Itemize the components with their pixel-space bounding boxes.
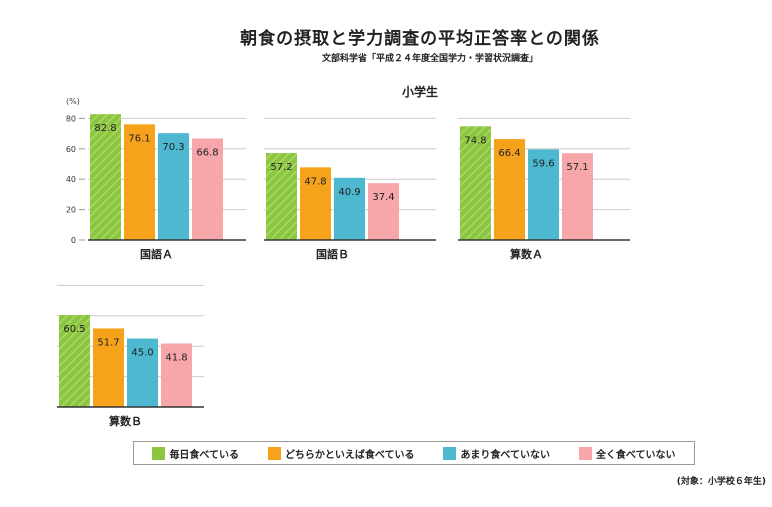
legend-item-daily: 毎日食べている: [152, 446, 239, 461]
y-tick-label: 20: [66, 206, 76, 215]
footer-note: (対象：小学校６年生): [676, 477, 766, 487]
bar: [494, 139, 525, 240]
bar-value-label: 76.1: [128, 133, 150, 144]
legend-swatch-mostly: [267, 446, 281, 460]
bar: [90, 114, 121, 240]
category-label: 国語Ｂ: [316, 247, 349, 261]
chart-title: 朝食の摂取と学力調査の平均正答率との関係: [240, 29, 600, 49]
bar-value-label: 74.8: [464, 135, 486, 146]
legend-item-rarely: あまり食べていない: [443, 446, 550, 461]
bar: [368, 183, 399, 240]
category-label: 算数Ｂ: [108, 414, 142, 428]
bar-value-label: 66.8: [196, 147, 218, 158]
legend: 毎日食べている どちらかといえば食べている あまり食べていない 全く食べていない: [133, 441, 695, 465]
category-label: 算数Ａ: [509, 247, 543, 261]
legend-label-never: 全く食べていない: [595, 449, 676, 461]
legend-swatch-rarely: [443, 446, 457, 460]
bar-value-label: 59.6: [532, 158, 554, 169]
chart-subtitle: 文部科学省「平成２４年度全国学力・学習状況調査」: [321, 54, 538, 64]
bar: [266, 153, 297, 240]
bar: [59, 315, 90, 407]
bar: [334, 177, 365, 240]
bar-chart: (%) 0 20 40 60 80 82.8 76.1 70.3 66.8 国語Ａ 57.2 47.8 4…: [57, 97, 630, 428]
bar: [528, 149, 559, 240]
bar-value-label: 47.8: [304, 176, 326, 187]
legend-label-rarely: あまり食べていない: [460, 449, 551, 461]
bar-value-label: 51.7: [97, 337, 119, 348]
bar-value-label: 57.2: [270, 162, 292, 173]
legend-label-daily: 毎日食べている: [169, 449, 240, 461]
bar: [124, 124, 155, 240]
bar-value-label: 60.5: [63, 324, 85, 335]
y-tick-label: 40: [66, 175, 76, 184]
legend-label-mostly: どちらかといえば食べている: [284, 449, 415, 461]
legend-item-never: 全く食べていない: [578, 446, 676, 461]
y-tick-label: 80: [66, 114, 76, 123]
bar: [192, 138, 223, 240]
y-tick-label: 0: [71, 236, 76, 245]
bar: [300, 167, 331, 240]
bar: [93, 328, 124, 407]
bar: [161, 343, 192, 407]
bar: [460, 126, 491, 240]
bar-value-label: 41.8: [165, 352, 187, 363]
bar: [158, 133, 189, 240]
legend-item-mostly: どちらかといえば食べている: [267, 446, 415, 461]
bar-value-label: 57.1: [566, 162, 588, 173]
bar-value-label: 40.9: [338, 187, 360, 198]
bar-value-label: 45.0: [131, 348, 153, 359]
legend-swatch-never: [578, 446, 592, 460]
y-axis-unit: (%): [66, 97, 80, 106]
legend-swatch-daily: [152, 446, 166, 460]
bar-value-label: 66.4: [498, 148, 520, 159]
bar-value-label: 82.8: [94, 123, 116, 134]
group-label: 小学生: [401, 85, 438, 99]
y-tick-label: 60: [66, 145, 76, 154]
category-label: 国語Ａ: [140, 247, 173, 261]
bar: [127, 338, 158, 407]
bar-value-label: 70.3: [162, 142, 184, 153]
bar-value-label: 37.4: [372, 192, 394, 203]
bar: [562, 153, 593, 240]
